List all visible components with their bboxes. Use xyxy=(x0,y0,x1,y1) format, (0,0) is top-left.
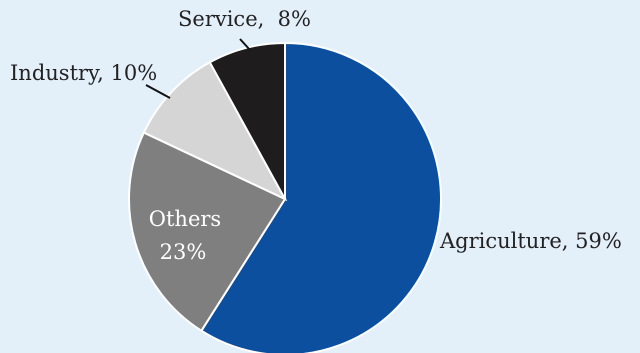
leader-line-service xyxy=(239,38,251,51)
label-service: Service, 8% xyxy=(178,7,311,31)
pie-slices xyxy=(128,41,442,353)
leader-line-industry xyxy=(145,84,171,99)
slice-agriculture xyxy=(200,41,442,353)
slice-industry xyxy=(142,60,288,202)
label-industry: Industry, 10% xyxy=(10,61,157,85)
slice-others xyxy=(128,131,287,333)
label-others-name: Others xyxy=(149,207,221,231)
slice-service xyxy=(208,41,286,200)
label-agriculture: Agriculture, 59% xyxy=(439,229,622,253)
label-others-value: 23% xyxy=(160,240,207,264)
